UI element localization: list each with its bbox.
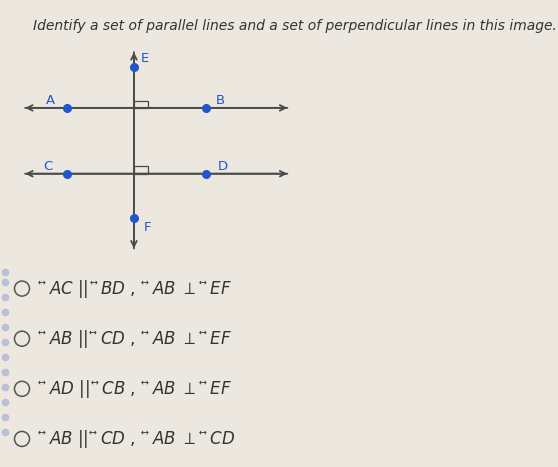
Bar (134, 100, 148, 108)
Text: B: B (216, 94, 225, 107)
Text: $\overleftrightarrow{AB}$ || $\overleftrightarrow{CD}$ ,  $\overleftrightarrow{A: $\overleftrightarrow{AB}$ || $\overleftr… (38, 328, 232, 350)
Text: $\overleftrightarrow{AD}$ || $\overleftrightarrow{CB}$ ,  $\overleftrightarrow{A: $\overleftrightarrow{AD}$ || $\overleftr… (38, 378, 232, 400)
Text: $\overleftrightarrow{AB}$ || $\overleftrightarrow{CD}$ ,  $\overleftrightarrow{A: $\overleftrightarrow{AB}$ || $\overleftr… (38, 428, 235, 450)
Text: C: C (43, 160, 52, 173)
Text: F: F (144, 221, 152, 234)
Text: $\overleftrightarrow{AC}$ || $\overleftrightarrow{BD}$ ,  $\overleftrightarrow{A: $\overleftrightarrow{AC}$ || $\overleftr… (38, 277, 232, 300)
Text: A: A (46, 94, 55, 107)
Bar (134, 166, 148, 174)
Text: Identify a set of parallel lines and a set of perpendicular lines in this image.: Identify a set of parallel lines and a s… (33, 19, 557, 33)
Text: D: D (218, 160, 228, 173)
Text: E: E (141, 52, 149, 64)
